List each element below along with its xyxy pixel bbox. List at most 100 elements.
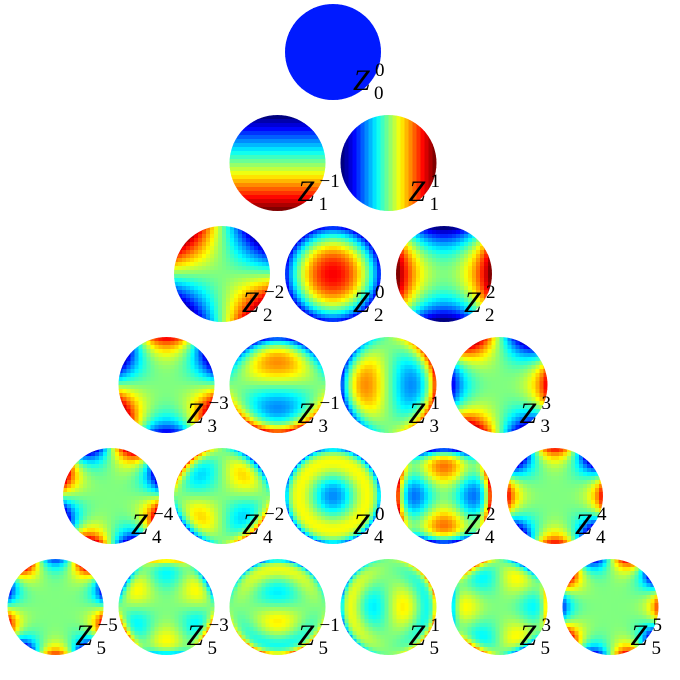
pixel [467, 381, 472, 386]
pixel [476, 254, 481, 259]
pixel [269, 203, 274, 208]
pixel [325, 88, 330, 93]
pixel [408, 143, 413, 148]
pixel [384, 155, 389, 160]
pixel [170, 377, 175, 382]
pixel [229, 139, 234, 144]
pixel [301, 24, 306, 29]
pixel [372, 187, 377, 192]
pixel [361, 52, 366, 57]
pixel [142, 385, 147, 390]
pixel [317, 20, 322, 25]
pixel [265, 119, 270, 124]
pixel [539, 393, 544, 398]
pixel [206, 310, 211, 315]
pixel [250, 274, 255, 279]
pixel [329, 250, 334, 255]
pixel [285, 119, 290, 124]
pixel [543, 373, 548, 378]
pixel [289, 175, 294, 180]
pixel [237, 365, 242, 370]
pixel [309, 175, 314, 180]
pixel [134, 405, 139, 410]
pixel [154, 341, 159, 346]
pixel [142, 381, 147, 386]
pixel [356, 179, 361, 184]
pixel [198, 409, 203, 414]
label-superscript: −2 [264, 282, 284, 303]
pixel [424, 389, 429, 394]
pixel [356, 203, 361, 208]
pixel [265, 159, 270, 164]
pixel [285, 421, 290, 426]
pixel [253, 345, 258, 350]
pixel [483, 361, 488, 366]
pixel [261, 175, 266, 180]
pixel [317, 88, 322, 93]
pixel [325, 72, 330, 77]
pixel [301, 230, 306, 235]
pixel [535, 393, 540, 398]
pixel [158, 357, 163, 362]
pixel [364, 401, 369, 406]
pixel [503, 405, 508, 410]
pixel [376, 345, 381, 350]
pixel [344, 151, 349, 156]
pixel [233, 361, 238, 366]
pixel [384, 421, 389, 426]
pixel [448, 294, 453, 299]
pixel [265, 183, 270, 188]
pixel [511, 389, 516, 394]
pixel [376, 417, 381, 422]
pixel [392, 167, 397, 172]
pixel [392, 187, 397, 192]
pixel [349, 64, 354, 69]
pixel [178, 345, 183, 350]
pixel [261, 127, 266, 132]
pixel [285, 393, 290, 398]
pixel [261, 337, 266, 342]
pixel [325, 68, 330, 73]
pixel [198, 345, 203, 350]
pixel [313, 405, 318, 410]
pixel [206, 302, 211, 307]
pixel [182, 294, 187, 299]
pixel [166, 413, 171, 418]
pixel [432, 250, 437, 255]
pixel [234, 258, 239, 263]
pixel [416, 258, 421, 263]
pixel [463, 369, 468, 374]
pixel [142, 373, 147, 378]
pixel [301, 381, 306, 386]
pixel [241, 183, 246, 188]
pixel [301, 44, 306, 49]
pixel [281, 175, 286, 180]
pixel [293, 306, 298, 311]
pixel [432, 238, 437, 243]
pixel [273, 195, 278, 200]
pixel [388, 369, 393, 374]
pixel [349, 278, 354, 283]
pixel [479, 361, 484, 366]
pixel [384, 393, 389, 398]
pixel [460, 270, 465, 275]
pixel [412, 314, 417, 319]
pixel [154, 365, 159, 370]
pixel [428, 131, 433, 136]
pixel [396, 425, 401, 430]
pixel [333, 314, 338, 319]
pixel [226, 246, 231, 251]
pixel [519, 373, 524, 378]
pixel [539, 401, 544, 406]
pixel [333, 20, 338, 25]
pixel [408, 417, 413, 422]
pixel [396, 270, 401, 275]
pixel [400, 191, 405, 196]
pixel [126, 357, 131, 362]
pixel [130, 369, 135, 374]
pixel [190, 266, 195, 271]
pixel [206, 357, 211, 362]
pixel [293, 195, 298, 200]
pixel [301, 155, 306, 160]
pixel [297, 405, 302, 410]
